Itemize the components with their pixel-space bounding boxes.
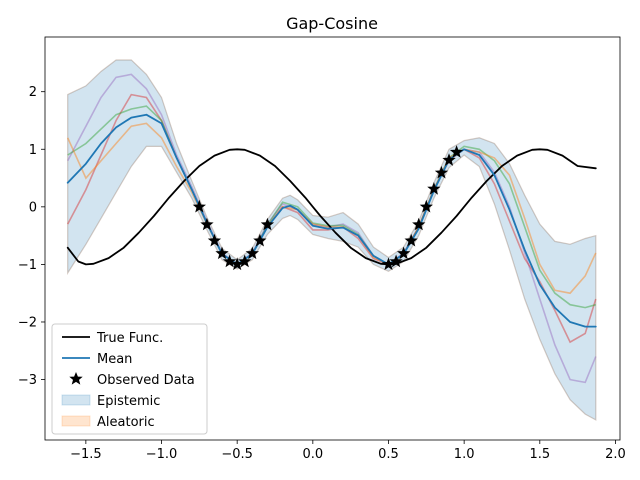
- legend-epistemic-label: Epistemic: [97, 394, 160, 409]
- legend-frame: [51, 323, 208, 435]
- sample-curve-4: [66, 122, 597, 295]
- observed-data-point: [389, 254, 403, 268]
- observed-data-point: [260, 217, 275, 231]
- observed-data-point: [381, 257, 396, 271]
- y-tick-label: 1: [29, 143, 37, 158]
- x-axis: −1.5 −1.0 −0.5 0.0 0.5 1.0 1.5 2.0: [70, 440, 626, 462]
- x-tick-label: 0.5: [378, 447, 399, 462]
- observed-data-point: [230, 257, 244, 271]
- observed-data-point: [397, 246, 411, 260]
- observed-data-point: [215, 246, 229, 260]
- y-axis: 2 1 0 −1 −2 −3: [18, 85, 45, 388]
- observed-data-point: [192, 199, 206, 213]
- legend-observed-data-marker: [69, 372, 83, 385]
- x-tick-label: 1.5: [529, 447, 550, 462]
- legend-epistemic-swatch: [61, 394, 91, 406]
- observed-data-point: [412, 217, 426, 231]
- y-tick-label: −3: [18, 373, 37, 388]
- observed-data-point: [449, 145, 464, 158]
- x-tick-label: −1.0: [146, 447, 178, 462]
- x-tick-label: −0.5: [221, 447, 253, 462]
- chart-title: Gap-Cosine: [286, 14, 378, 33]
- observed-data-point: [253, 233, 267, 247]
- observed-data-point: [222, 254, 237, 268]
- y-tick-label: 0: [29, 200, 37, 215]
- lines-layer: [66, 113, 597, 328]
- legend-aleatoric-label: Aleatoric: [97, 415, 155, 430]
- x-tick-label: 2.0: [605, 447, 626, 462]
- observed-data-point: [238, 254, 252, 268]
- y-tick-label: 2: [29, 85, 37, 100]
- x-tick-label: 1.0: [454, 447, 475, 462]
- points-layer: [192, 145, 464, 271]
- legend-aleatoric-swatch: [61, 415, 91, 427]
- observed-data-point: [442, 153, 456, 166]
- y-tick-label: −2: [18, 315, 37, 330]
- observed-data-point: [419, 199, 433, 213]
- observed-data-point: [427, 182, 441, 195]
- legend-true-func-label: True Func.: [96, 331, 163, 346]
- observed-data-point: [245, 246, 259, 260]
- true-func-line: [66, 148, 597, 266]
- legend: True Func. Mean Observed Data Epistemic …: [51, 323, 208, 435]
- observed-data-point: [434, 165, 449, 179]
- x-tick-label: 0.0: [302, 447, 323, 462]
- y-tick-label: −1: [18, 258, 37, 273]
- observed-data-point: [200, 217, 214, 231]
- mean-line: [66, 113, 597, 328]
- legend-observed-data-label: Observed Data: [97, 373, 195, 388]
- observed-data-point: [404, 233, 418, 247]
- plot-area: [66, 59, 597, 421]
- observed-data-point: [207, 233, 222, 247]
- legend-mean-label: Mean: [97, 352, 132, 367]
- sample-curve-3: [67, 105, 597, 309]
- x-tick-label: −1.5: [70, 447, 102, 462]
- plot-frame: [44, 36, 621, 441]
